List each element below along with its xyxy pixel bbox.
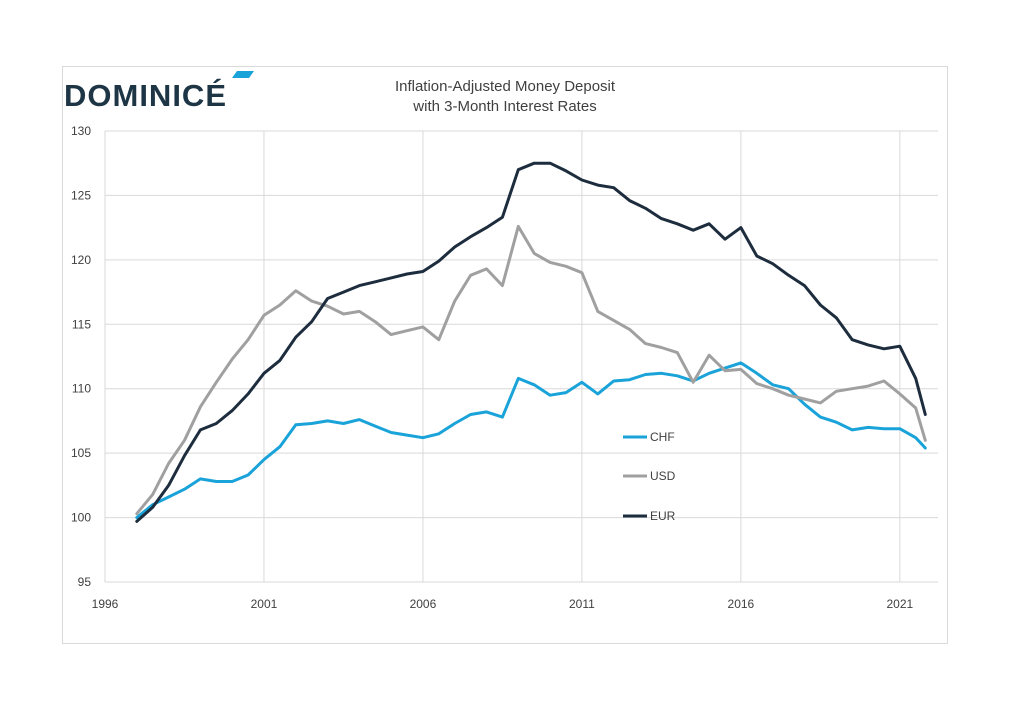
x-tick-label: 2001 xyxy=(251,597,278,611)
x-tick-label: 1996 xyxy=(92,597,119,611)
y-tick-label: 100 xyxy=(71,511,91,525)
y-tick-label: 130 xyxy=(71,124,91,138)
gridlines xyxy=(104,130,938,583)
series-line-usd xyxy=(135,224,927,516)
y-tick-label: 120 xyxy=(71,253,91,267)
x-axis-tick-labels: 1996 2001 2006 2011 2016 2021 xyxy=(92,597,914,611)
x-tick-label: 2011 xyxy=(569,597,595,611)
y-tick-label: 110 xyxy=(72,382,91,396)
legend-label: USD xyxy=(650,469,676,483)
y-tick-label: 95 xyxy=(78,575,92,589)
legend-label: CHF xyxy=(650,430,675,444)
x-tick-label: 2016 xyxy=(728,597,755,611)
legend: CHF USD EUR xyxy=(623,430,676,523)
chart-title-line1: Inflation-Adjusted Money Deposit xyxy=(394,78,616,95)
legend-label: EUR xyxy=(650,509,676,523)
y-tick-label: 115 xyxy=(72,317,91,331)
y-axis-tick-labels: 95 100 105 110 115 120 125 130 xyxy=(71,124,91,589)
y-tick-label: 105 xyxy=(71,446,91,460)
x-tick-label: 2021 xyxy=(886,597,913,611)
brand-logo-text: DOMINICÉ xyxy=(64,78,227,113)
series-lines xyxy=(135,161,927,523)
legend-item-eur: EUR xyxy=(623,509,676,523)
series-line-eur xyxy=(135,161,927,523)
chart-title: Inflation-Adjusted Money Deposit with 3-… xyxy=(330,77,680,117)
chart-title-line2: with 3-Month Interest Rates xyxy=(413,98,597,115)
logo-accent-mark xyxy=(232,71,254,78)
x-tick-label: 2006 xyxy=(410,597,437,611)
legend-item-chf: CHF xyxy=(623,430,675,444)
brand-logo: DOMINICÉ xyxy=(64,70,264,120)
y-tick-label: 125 xyxy=(71,188,91,202)
chart-frame xyxy=(62,66,948,644)
legend-item-usd: USD xyxy=(623,469,676,483)
